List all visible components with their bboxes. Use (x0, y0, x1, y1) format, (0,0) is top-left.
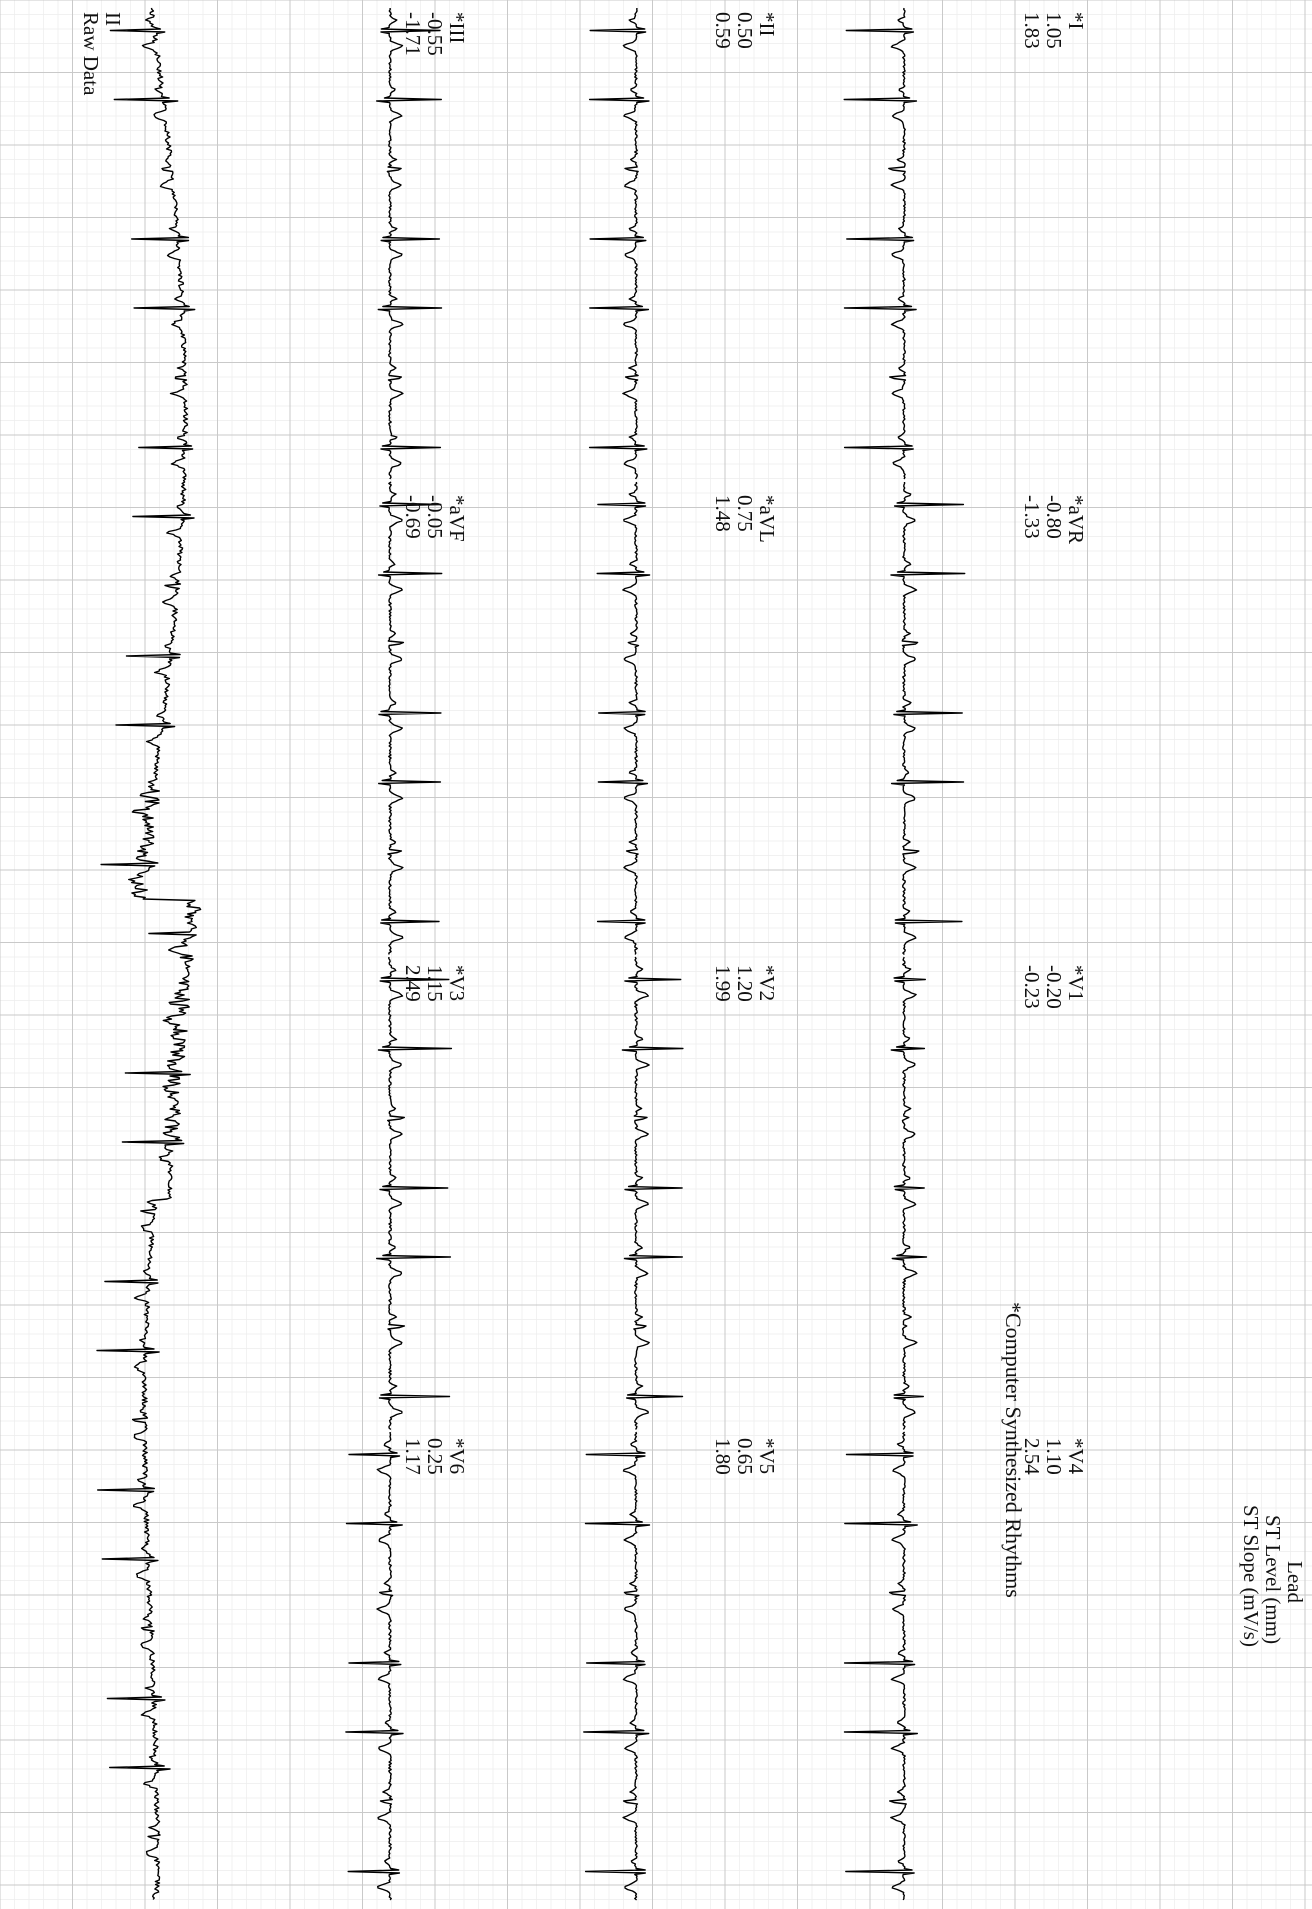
st-slope-value: 1.99 (711, 965, 735, 1002)
lead-name: *V1 (1064, 965, 1088, 1002)
rhythm-label: II Raw Data (79, 12, 125, 96)
lead-name: *III (445, 12, 469, 44)
st-level-value: 0.65 (733, 1438, 757, 1475)
lead-label-i: *I 1.05 1.83 (1020, 12, 1088, 49)
lead-name: *V6 (445, 1438, 469, 1475)
st-slope-value: 1.48 (711, 495, 735, 532)
st-slope-value: -0.69 (401, 495, 425, 539)
lead-label-v6: *V6 0.25 1.17 (401, 1438, 469, 1475)
trace-lead-v2 (621, 956, 684, 1430)
st-slope-value: -0.23 (1020, 965, 1044, 1009)
lead-name: *V2 (755, 965, 779, 1002)
trace-rhythm-ii (96, 7, 202, 1900)
lead-name: *V5 (755, 1438, 779, 1475)
lead-label-v3: *V3 1.15 2.49 (401, 965, 469, 1002)
st-level-value: 1.15 (423, 965, 447, 1002)
trace-lead-ii (588, 7, 650, 480)
st-level-value: 1.05 (1042, 12, 1066, 49)
footnote: *Computer Synthesized Rhythms (1001, 1302, 1026, 1598)
trace-lead-v6 (345, 1431, 404, 1901)
trace-lead-v1 (890, 956, 928, 1430)
st-level-value: 1.20 (733, 965, 757, 1002)
st-level-value: 1.10 (1042, 1438, 1066, 1475)
st-slope-value: 1.17 (401, 1438, 425, 1475)
legend-st-slope: ST Slope (mV/s) (1239, 1505, 1263, 1647)
legend-st-level: ST Level (mm) (1261, 1515, 1285, 1645)
lead-label-v1: *V1 -0.20 -0.23 (1020, 965, 1088, 1009)
lead-name: *II (755, 12, 779, 37)
trace-lead-v4 (843, 1431, 918, 1901)
trace-lead-avl (596, 481, 651, 955)
st-slope-value: 0.59 (711, 12, 735, 49)
trace-lead-i (843, 7, 918, 480)
st-level-value: 0.75 (733, 495, 757, 532)
trace-lead-v5 (583, 1431, 651, 1901)
lead-name: *aVF (445, 495, 469, 542)
footnote-text: *Computer Synthesized Rhythms (1001, 1302, 1026, 1598)
trace-lead-avf (377, 481, 443, 955)
trace-lead-v3 (376, 956, 453, 1431)
st-level-value: -0.05 (423, 495, 447, 539)
lead-label-v4: *V4 1.10 2.54 (1020, 1438, 1088, 1475)
lead-name: *aVR (1064, 495, 1088, 544)
trace-lead-avr (890, 481, 966, 955)
st-level-value: -0.20 (1042, 965, 1066, 1009)
st-slope-value: -1.71 (401, 12, 425, 56)
st-level-value: 0.25 (423, 1438, 447, 1475)
lead-label-avl: *aVL 0.75 1.48 (711, 495, 779, 543)
st-slope-value: -1.33 (1020, 495, 1044, 539)
st-slope-value: 2.49 (401, 965, 425, 1002)
lead-label-iii: *III -0.55 -1.71 (401, 12, 469, 56)
legend: Lead ST Level (mm) ST Slope (mV/s) (1239, 1475, 1307, 1647)
st-slope-value: 1.83 (1020, 12, 1044, 49)
lead-label-v5: *V5 0.65 1.80 (711, 1438, 779, 1475)
lead-label-ii: *II 0.50 0.59 (711, 12, 779, 49)
st-level-value: 0.50 (733, 12, 757, 49)
ecg-traces (96, 7, 966, 1901)
lead-label-avr: *aVR -0.80 -1.33 (1020, 495, 1088, 544)
lead-name: *aVL (755, 495, 779, 543)
lead-name: *V4 (1064, 1438, 1088, 1475)
lead-name: *I (1064, 12, 1088, 30)
rhythm-caption: Raw Data (79, 12, 103, 96)
lead-name: *V3 (445, 965, 469, 1002)
rhythm-lead-name: II (101, 12, 125, 26)
lead-label-avf: *aVF -0.05 -0.69 (401, 495, 469, 542)
legend-lead: Lead (1283, 1561, 1307, 1603)
st-level-value: -0.80 (1042, 495, 1066, 539)
lead-label-v2: *V2 1.20 1.99 (711, 965, 779, 1002)
st-level-value: -0.55 (423, 12, 447, 56)
st-slope-value: 1.80 (711, 1438, 735, 1475)
trace-lead-iii (376, 7, 443, 480)
